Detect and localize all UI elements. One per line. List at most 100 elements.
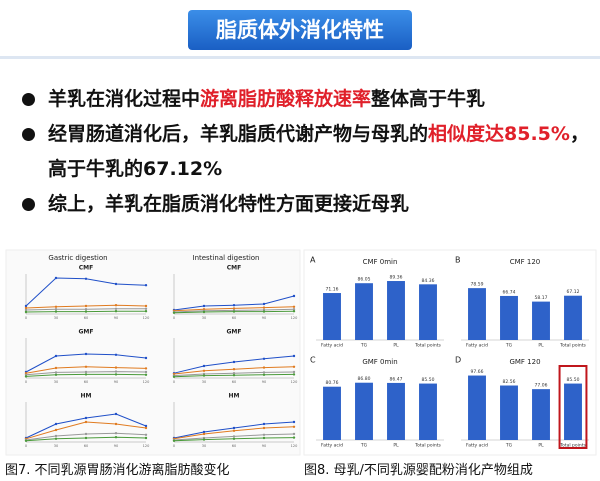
value-label: 86.05	[358, 277, 371, 283]
point	[262, 357, 266, 360]
point	[232, 310, 236, 313]
point	[232, 360, 236, 364]
value-label: 89.36	[390, 275, 403, 281]
point	[232, 429, 236, 432]
point	[114, 366, 118, 369]
point	[144, 426, 148, 430]
point	[202, 438, 206, 441]
point	[232, 437, 236, 440]
point	[54, 354, 58, 358]
panel-label: CMF	[227, 265, 241, 272]
point	[172, 375, 176, 378]
point	[292, 308, 296, 311]
panel-label: GMF	[227, 329, 242, 336]
point	[54, 305, 58, 308]
point	[24, 310, 28, 314]
point	[144, 367, 148, 370]
point	[292, 373, 296, 376]
point	[232, 307, 236, 310]
panel-letter: A	[310, 256, 316, 265]
x-tick-label: 0	[25, 380, 27, 384]
point	[262, 371, 266, 374]
x-tick-label: 60	[84, 380, 88, 384]
x-tick-label: 60	[232, 380, 236, 384]
value-label: 86.47	[390, 376, 403, 382]
point	[232, 426, 236, 430]
point	[262, 302, 266, 306]
bullet-list: 羊乳在消化过程中游离脂肪酸释放速率整体高于牛乳 经胃肠道消化后，羊乳脂质代谢产物与…	[18, 82, 590, 222]
bullet: 经胃肠道消化后，羊乳脂质代谢产物与母乳的相似度达85.5%，高于牛乳的67.12…	[18, 117, 590, 187]
point	[144, 304, 148, 308]
point	[172, 439, 176, 442]
x-tick-label: 30	[202, 380, 206, 384]
header-band	[0, 56, 600, 59]
x-tick-label: 120	[143, 380, 150, 384]
point	[24, 306, 28, 310]
point	[84, 352, 88, 356]
point	[84, 373, 88, 376]
point	[114, 310, 118, 313]
point	[144, 424, 148, 428]
point	[262, 426, 266, 430]
x-tick-label: TG	[505, 443, 513, 449]
point	[144, 436, 148, 440]
point	[54, 308, 58, 311]
point	[202, 432, 206, 436]
point	[84, 432, 88, 436]
figure-frame	[5, 249, 301, 456]
bar	[532, 301, 550, 340]
point	[232, 372, 236, 375]
x-tick-label: Fatty acid	[466, 443, 488, 449]
x-tick-label: 30	[54, 316, 58, 320]
value-label: 85.50	[567, 377, 580, 383]
x-tick-label: 0	[25, 444, 27, 448]
x-tick-label: 90	[114, 380, 118, 384]
bullet-text: 羊乳在消化过程中	[48, 88, 201, 110]
bar	[468, 288, 486, 340]
highlight-box	[558, 365, 588, 449]
x-tick-label: Fatty acid	[321, 443, 343, 449]
value-label: 97.66	[471, 369, 484, 375]
x-tick-label: 0	[25, 316, 27, 320]
bullet: 综上，羊乳在脂质消化特性方面更接近母乳	[18, 187, 590, 222]
point	[84, 370, 88, 374]
x-tick-label: 60	[84, 444, 88, 448]
point	[292, 432, 296, 436]
point	[114, 282, 118, 286]
point	[54, 437, 58, 440]
x-tick-label: Total points	[559, 343, 586, 349]
panel-letter: D	[455, 356, 461, 365]
point	[202, 369, 206, 372]
x-tick-label: 90	[262, 316, 266, 320]
point	[292, 365, 296, 368]
point	[144, 373, 148, 376]
point	[144, 356, 148, 360]
figure-frame	[303, 249, 597, 456]
point	[144, 310, 148, 313]
panel-title: CMF 0min	[363, 258, 398, 266]
value-label: 77.06	[535, 383, 548, 389]
point	[114, 370, 118, 373]
figure-caption: 图7. 不同乳源胃肠消化游离脂肪酸变化	[5, 463, 230, 478]
x-tick-label: Fatty acid	[466, 343, 488, 349]
x-tick-label: 0	[173, 316, 175, 320]
bar	[387, 281, 405, 340]
point	[262, 422, 266, 426]
bullet: 羊乳在消化过程中游离脂肪酸释放速率整体高于牛乳	[18, 82, 590, 117]
panel-letter: B	[455, 256, 461, 265]
point	[84, 420, 88, 424]
x-tick-label: PL	[538, 443, 544, 449]
point	[292, 370, 296, 374]
x-tick-label: 0	[173, 444, 175, 448]
x-tick-label: 60	[232, 444, 236, 448]
point	[172, 311, 176, 314]
point	[292, 420, 296, 424]
x-tick-label: PL	[538, 343, 544, 349]
x-tick-label: 120	[143, 444, 150, 448]
x-tick-label: Total points	[414, 443, 441, 449]
point	[54, 422, 58, 426]
x-tick-label: PL	[393, 343, 399, 349]
point	[232, 368, 236, 371]
point	[232, 304, 236, 307]
